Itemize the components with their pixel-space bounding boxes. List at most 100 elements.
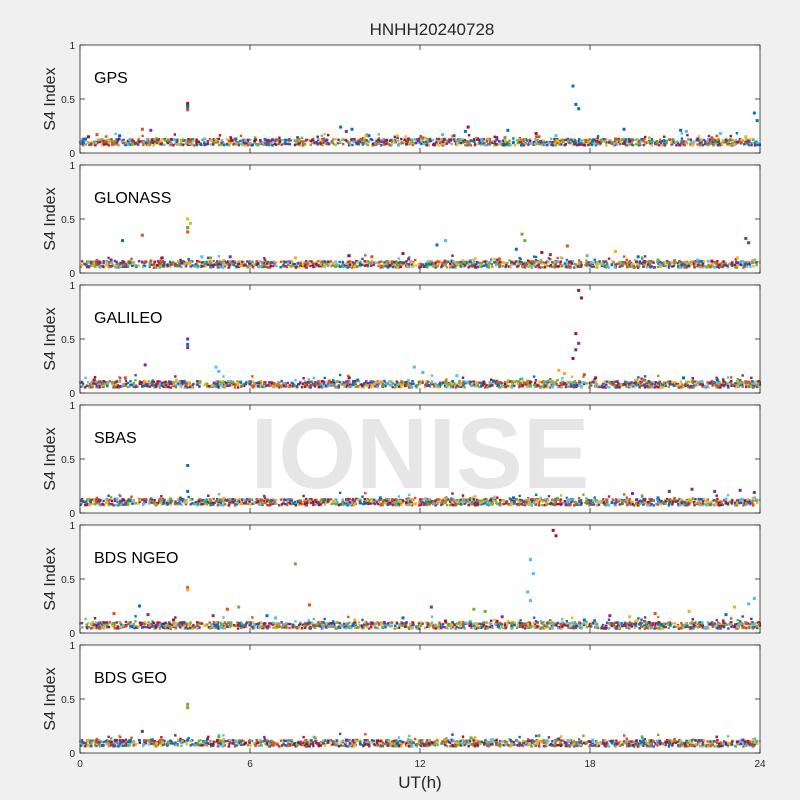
data-point [548,253,552,257]
data-point [521,384,524,387]
data-point [602,260,605,263]
data-point [493,257,496,261]
data-point [143,264,147,268]
data-point [209,143,212,146]
data-point [706,140,710,143]
data-point [134,140,137,144]
data-point [225,138,229,141]
data-point [319,263,322,266]
data-point [686,260,689,264]
data-point [709,142,712,145]
data-point [298,503,301,507]
data-point [574,332,578,336]
data-point [448,383,451,386]
data-point [271,499,274,502]
data-point [625,144,629,147]
data-point [370,381,374,385]
data-point [430,381,434,384]
data-point [109,503,113,506]
data-point [658,382,661,385]
data-point [703,384,707,388]
data-point [376,380,379,383]
data-point [698,264,701,267]
data-point [244,139,248,142]
data-point [680,260,683,264]
data-point [99,385,103,388]
data-point [501,382,504,385]
data-point [449,266,452,269]
data-point [303,142,307,146]
data-point [336,142,340,145]
data-point [705,266,708,269]
data-point [636,138,639,141]
data-point [104,263,108,267]
data-point [552,383,555,386]
data-point [152,263,156,266]
data-point [262,499,266,503]
data-point [460,385,463,389]
data-point [669,383,672,386]
data-point [296,139,300,143]
data-point [215,499,218,503]
data-point [418,264,422,267]
data-point [377,133,380,136]
data-point [516,139,519,142]
data-point [287,501,290,504]
data-point [711,384,714,387]
data-point [313,262,316,266]
data-point [272,264,275,268]
data-point [170,138,173,141]
data-point [163,264,166,267]
data-point [477,138,481,141]
data-point [145,138,149,141]
data-point [386,382,389,386]
data-point [278,386,281,389]
data-point [744,236,748,240]
data-point [262,143,266,146]
data-point [353,262,356,266]
data-point [459,381,463,385]
data-point [237,262,241,265]
data-point [113,386,117,389]
data-point [742,381,745,384]
data-point [191,138,195,141]
data-point [212,259,215,263]
data-point [475,380,478,384]
data-point [714,139,718,143]
data-point [714,261,717,264]
data-point [674,382,678,386]
data-point [525,381,528,384]
data-point [469,144,473,147]
data-point [294,266,297,269]
data-point [402,382,406,386]
data-point [220,141,223,144]
data-point [623,137,626,141]
data-point [86,381,90,384]
data-point [385,260,388,263]
data-point [671,381,674,384]
plot-area [80,405,760,513]
data-point [756,385,759,389]
data-point [97,264,101,268]
data-point [102,381,105,385]
data-point [91,141,94,144]
data-point [100,139,104,143]
data-point [509,144,512,147]
data-point [616,386,619,389]
data-point [274,498,278,502]
data-point [649,381,652,385]
data-point [414,264,417,267]
data-point [157,261,161,264]
data-point [424,136,427,140]
data-point [369,502,373,505]
data-point [232,263,235,266]
data-point [118,134,122,138]
data-point [539,261,543,264]
data-point [484,260,487,264]
data-point [156,384,159,387]
data-point [459,141,463,145]
data-point [134,142,138,145]
data-point [277,381,280,384]
data-point [285,265,289,269]
data-point [239,381,243,384]
